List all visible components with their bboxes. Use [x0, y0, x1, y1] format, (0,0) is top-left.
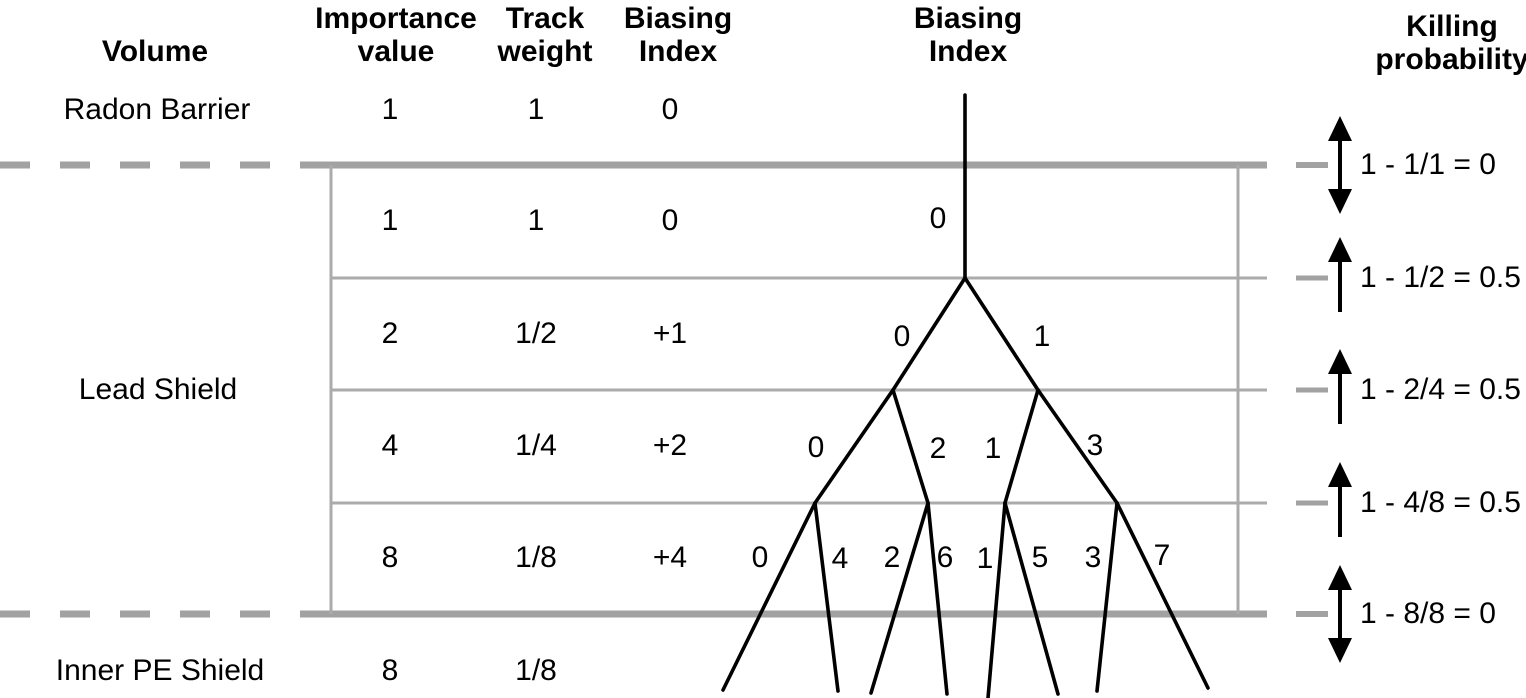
cell-importance-inner-pe: 8: [381, 654, 399, 687]
tree-branch-label: 3: [1084, 541, 1102, 574]
tree-branch-11: [986, 501, 1007, 698]
header-biasing-index-tree: Biasing Index: [913, 2, 1023, 68]
cell-biasing-index-lead-layer-3: +2: [652, 429, 688, 462]
tree-branch-2: [963, 276, 1040, 392]
tree-branch-label: 3: [1086, 429, 1104, 462]
tree-branch-label: 0: [929, 202, 947, 235]
tree-branch-label: 5: [1031, 541, 1049, 574]
header-killing-probability: Killing probability: [1375, 10, 1526, 76]
tree-branch-label: 2: [883, 541, 901, 574]
cell-importance-lead-layer-4: 8: [381, 541, 399, 574]
cell-track-weight-radon: 1: [527, 93, 545, 126]
cell-importance-radon: 1: [381, 93, 399, 126]
cell-track-weight-lead-layer-2: 1/2: [515, 317, 557, 350]
header-biasing-index-column: Biasing Index: [623, 2, 733, 68]
up-arrow-head-icon: [1328, 349, 1352, 374]
volume-label-lead-shield: Lead Shield: [78, 373, 238, 406]
cell-biasing-index-lead-layer-4: +4: [652, 541, 688, 574]
volume-label-radon-barrier: Radon Barrier: [63, 93, 251, 126]
tree-branch-label: 2: [929, 432, 947, 465]
cell-biasing-index-lead-layer-2: +1: [652, 317, 688, 350]
cell-biasing-index-radon: 0: [661, 93, 679, 126]
tree-branch-8: [813, 501, 840, 693]
cell-track-weight-lead-layer-3: 1/4: [515, 429, 557, 462]
tree-branch-12: [1003, 501, 1060, 696]
tree-branch-3: [813, 388, 895, 505]
tree-branch-5: [1003, 388, 1040, 505]
tree-branch-label: 7: [1153, 539, 1171, 572]
up-arrow-head-icon: [1328, 462, 1352, 487]
killing-probability-value: 1 - 1/1 = 0: [1360, 148, 1496, 181]
tree-branch-label: 1: [976, 542, 994, 575]
header-track-weight: Track weight: [497, 2, 593, 68]
header-importance-value: Importance value: [315, 2, 477, 68]
tree-branch-13: [1095, 501, 1119, 693]
tree-branch-9: [869, 501, 930, 695]
tree-branch-14: [1115, 501, 1210, 690]
tree-branch-label: 0: [893, 320, 911, 353]
up-arrow-head-icon: [1328, 237, 1352, 262]
tree-branch-label: 0: [807, 431, 825, 464]
tree-branch-label: 1: [984, 432, 1002, 465]
cell-importance-lead-layer-3: 4: [381, 429, 399, 462]
cell-track-weight-lead-layer-1: 1: [527, 204, 545, 237]
double-arrow-down-head-icon: [1328, 638, 1352, 663]
cell-track-weight-lead-layer-4: 1/8: [515, 541, 557, 574]
killing-probability-value: 1 - 1/2 = 0.5: [1360, 261, 1521, 294]
volume-label-inner-pe-shield: Inner PE Shield: [55, 654, 265, 687]
tree-branch-7: [721, 501, 817, 692]
tree-branch-label: 6: [936, 541, 954, 574]
tree-branch-label: 4: [831, 542, 849, 575]
cell-track-weight-inner-pe: 1/8: [515, 654, 557, 687]
killing-probability-value: 1 - 8/8 = 0: [1360, 597, 1496, 630]
tree-branch-label: 0: [751, 541, 769, 574]
tree-branch-6: [1036, 388, 1119, 505]
cell-importance-lead-layer-1: 1: [381, 204, 399, 237]
killing-probability-value: 1 - 2/4 = 0.5: [1360, 373, 1521, 406]
cell-importance-lead-layer-2: 2: [381, 317, 399, 350]
tree-branch-label: 1: [1033, 320, 1051, 353]
header-volume: Volume: [101, 35, 209, 68]
tree-branch-1: [891, 276, 967, 392]
tree-branch-10: [926, 501, 949, 696]
cell-biasing-index-lead-layer-1: 0: [661, 204, 679, 237]
double-arrow-up-head-icon: [1328, 565, 1352, 590]
tree-branch-4: [891, 388, 930, 505]
double-arrow-up-head-icon: [1328, 116, 1352, 141]
double-arrow-down-head-icon: [1328, 189, 1352, 214]
killing-probability-value: 1 - 4/8 = 0.5: [1360, 486, 1521, 519]
